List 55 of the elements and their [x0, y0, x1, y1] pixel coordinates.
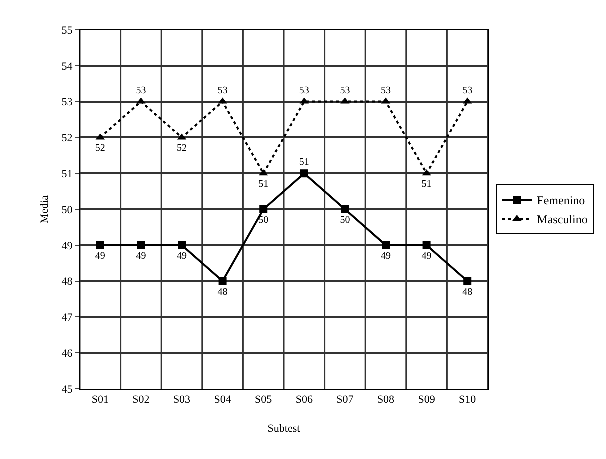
legend-label: Femenino — [537, 194, 586, 208]
point — [341, 206, 350, 214]
point — [300, 170, 308, 178]
y-axis-title: Media — [39, 195, 51, 224]
y-tick-label: 53 — [62, 96, 74, 109]
x-tick-label: S05 — [255, 394, 273, 406]
y-tick-label: 47 — [62, 312, 74, 324]
y-tick-label: 50 — [62, 204, 74, 216]
data-label: 53 — [299, 85, 310, 96]
data-label: 50 — [258, 215, 269, 226]
data-label: 48 — [462, 286, 473, 298]
y-tick-label: 45 — [62, 384, 74, 396]
x-tick-label: S09 — [418, 394, 436, 406]
x-tick-label: S07 — [336, 394, 354, 406]
y-tick-label: 54 — [62, 60, 74, 73]
y-tick-label: 49 — [62, 240, 74, 252]
data-label: 51 — [258, 179, 269, 190]
point — [218, 277, 227, 286]
data-label: 49 — [381, 250, 391, 262]
y-tick-label: 55 — [62, 24, 74, 37]
x-axis-title: Subtest — [268, 423, 300, 435]
point — [178, 241, 186, 250]
point — [137, 241, 146, 250]
x-tick-label: S06 — [296, 394, 314, 406]
point — [96, 241, 104, 250]
data-label: 51 — [422, 179, 432, 190]
x-tick-label: S02 — [132, 394, 150, 406]
legend-label: Masculino — [537, 212, 588, 227]
point — [422, 241, 431, 250]
x-tick-label: S08 — [377, 394, 396, 406]
point — [382, 241, 390, 250]
x-tick-label: S10 — [459, 394, 477, 406]
y-tick-label: 46 — [62, 348, 74, 360]
data-label: 48 — [218, 286, 228, 298]
data-label: 49 — [136, 250, 146, 262]
data-label: 53 — [340, 85, 350, 96]
x-tick-label: S04 — [214, 394, 232, 406]
data-label: 53 — [381, 85, 391, 96]
data-label: 52 — [95, 143, 106, 154]
x-tick-label: S01 — [92, 394, 109, 406]
data-label: 50 — [340, 215, 350, 226]
y-tick-label: 52 — [62, 132, 73, 145]
data-label: 53 — [462, 85, 473, 96]
y-tick-label: 48 — [62, 276, 74, 288]
x-tick-label: S03 — [173, 394, 192, 406]
point — [464, 277, 472, 286]
data-label: 49 — [177, 250, 187, 262]
point — [260, 206, 268, 214]
data-label: 52 — [177, 143, 187, 154]
data-label: 53 — [136, 85, 146, 96]
data-label: 53 — [218, 85, 228, 96]
data-label: 49 — [95, 250, 106, 262]
y-tick-label: 51 — [62, 168, 73, 180]
data-label: 49 — [422, 250, 432, 262]
data-label: 51 — [299, 157, 310, 168]
